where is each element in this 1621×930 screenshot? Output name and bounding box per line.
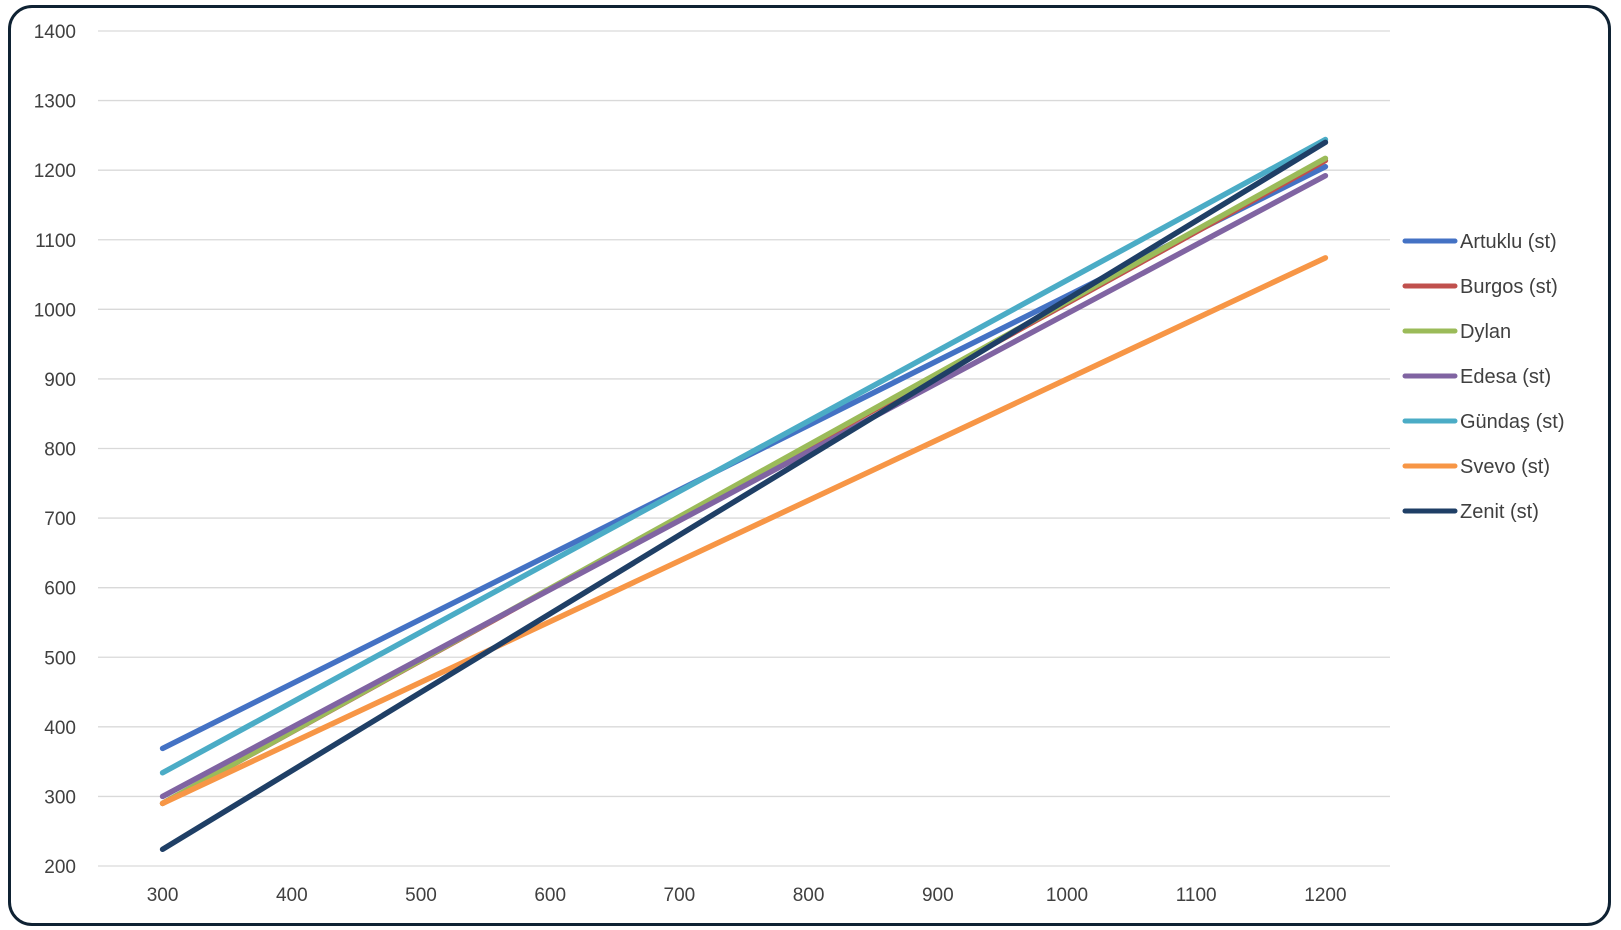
x-tick-label: 400 xyxy=(276,885,308,906)
series-line-2 xyxy=(159,155,1329,807)
x-tick-label: 600 xyxy=(534,885,566,906)
y-tick-label: 700 xyxy=(44,509,76,530)
y-tick-label: 800 xyxy=(44,440,76,461)
series-lines xyxy=(159,136,1329,853)
legend-label: Burgos (st) xyxy=(1460,276,1558,298)
chart-frame xyxy=(8,5,1611,926)
series-line-4 xyxy=(159,136,1329,776)
legend-label: Edesa (st) xyxy=(1460,366,1551,388)
y-tick-label: 500 xyxy=(44,648,76,669)
y-axis-ticks: 200 300 400 500 600 700 800 900 1000 1100 1200 1300… xyxy=(34,22,76,878)
series-line-6 xyxy=(159,139,1329,853)
y-tick-label: 1100 xyxy=(35,231,76,252)
y-tick-label: 900 xyxy=(44,370,76,391)
legend-label: Svevo (st) xyxy=(1460,456,1550,478)
series-line-3 xyxy=(159,172,1329,800)
legend-label: Artuklu (st) xyxy=(1460,231,1557,253)
series-line-5 xyxy=(159,255,1329,807)
x-tick-label: 300 xyxy=(147,885,179,906)
legend: Artuklu (st) Burgos (st) Dylan Edesa (st) Gü… xyxy=(1402,231,1564,523)
gridlines xyxy=(98,30,1390,867)
x-tick-label: 1000 xyxy=(1046,885,1088,906)
y-tick-label: 1200 xyxy=(34,161,76,182)
y-tick-label: 1000 xyxy=(34,300,76,321)
x-tick-label: 1200 xyxy=(1304,885,1346,906)
y-tick-label: 400 xyxy=(44,718,76,739)
x-tick-label: 500 xyxy=(405,885,437,906)
x-axis-ticks: 300 400 500 600 700 800 900 1000 1100 1200 xyxy=(147,885,1347,906)
y-tick-label: 200 xyxy=(44,857,76,878)
x-tick-label: 800 xyxy=(793,885,825,906)
y-tick-label: 1400 xyxy=(34,22,76,43)
y-tick-label: 600 xyxy=(44,579,76,600)
legend-label: Dylan xyxy=(1460,321,1511,343)
y-tick-label: 300 xyxy=(44,787,76,808)
x-tick-label: 1100 xyxy=(1176,885,1217,906)
x-tick-label: 700 xyxy=(664,885,696,906)
y-tick-label: 1300 xyxy=(34,92,76,113)
legend-label: Gündaş (st) xyxy=(1460,411,1564,433)
x-tick-label: 900 xyxy=(922,885,954,906)
legend-label: Zenit (st) xyxy=(1460,501,1539,523)
